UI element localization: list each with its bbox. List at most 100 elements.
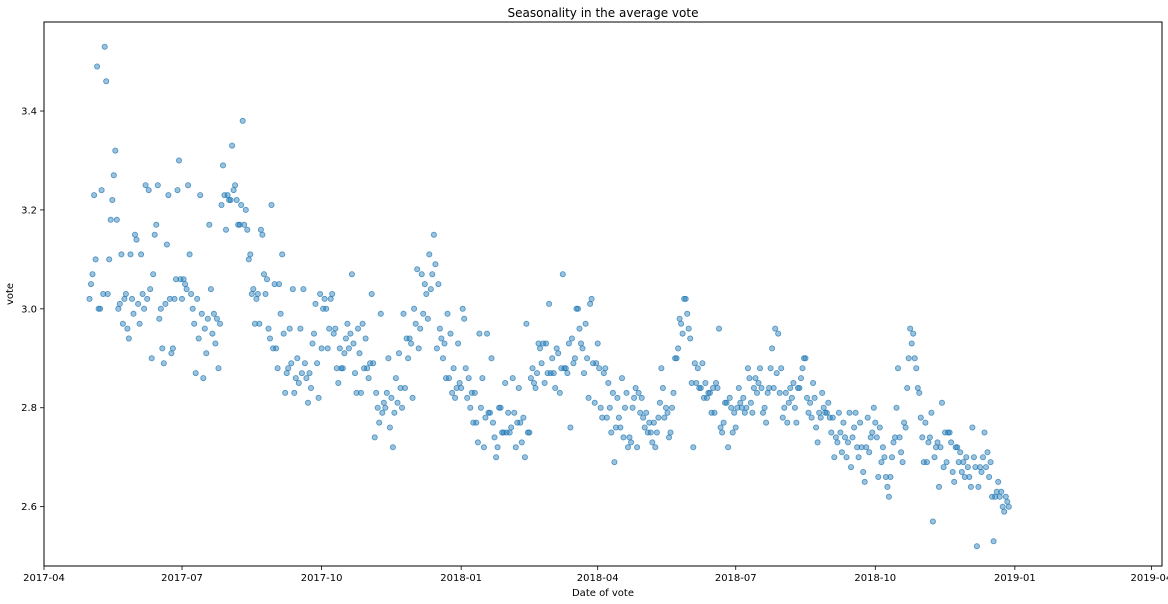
data-point	[118, 251, 125, 258]
data-point	[109, 196, 116, 203]
data-point	[397, 384, 404, 391]
data-point	[518, 439, 525, 446]
data-point	[867, 434, 874, 441]
data-point	[902, 424, 909, 431]
data-point	[964, 464, 971, 471]
data-point	[726, 394, 733, 401]
data-point	[646, 419, 653, 426]
data-point	[644, 429, 651, 436]
data-point	[192, 370, 199, 377]
data-point	[101, 43, 108, 50]
data-point	[392, 375, 399, 382]
data-point	[685, 325, 692, 332]
data-point	[1002, 493, 1009, 500]
data-point	[675, 345, 682, 352]
data-point	[335, 379, 342, 386]
data-point	[754, 389, 761, 396]
data-point	[317, 290, 324, 297]
data-point	[239, 117, 246, 124]
data-point	[345, 345, 352, 352]
data-point	[213, 315, 220, 322]
data-point	[314, 360, 321, 367]
data-point	[444, 310, 451, 317]
data-point	[456, 379, 463, 386]
data-point	[198, 310, 205, 317]
data-point	[389, 444, 396, 451]
data-point	[697, 384, 704, 391]
data-point	[905, 355, 912, 362]
data-point	[913, 365, 920, 372]
data-point	[755, 379, 762, 386]
data-point	[436, 325, 443, 332]
data-point	[310, 330, 317, 337]
data-point	[635, 389, 642, 396]
data-point	[506, 429, 513, 436]
data-point	[131, 231, 138, 238]
data-point	[951, 478, 958, 485]
data-point	[230, 187, 237, 194]
data-point	[329, 290, 336, 297]
data-point	[219, 162, 226, 169]
data-point	[934, 439, 941, 446]
data-point	[236, 221, 243, 228]
data-point	[612, 424, 619, 431]
data-point	[347, 330, 354, 337]
data-point	[315, 394, 322, 401]
data-point	[719, 429, 726, 436]
data-point	[462, 365, 469, 372]
data-point	[579, 345, 586, 352]
data-point	[899, 459, 906, 466]
data-point	[977, 464, 984, 471]
data-point	[426, 251, 433, 258]
data-point	[608, 429, 615, 436]
x-tick-label: 2017-04	[23, 573, 65, 584]
data-point	[298, 370, 305, 377]
data-point	[696, 384, 703, 391]
data-point	[623, 389, 630, 396]
data-point	[571, 355, 578, 362]
data-point	[908, 340, 915, 347]
data-point	[544, 370, 551, 377]
data-point	[652, 444, 659, 451]
data-point	[277, 310, 284, 317]
data-point	[940, 464, 947, 471]
data-point	[188, 290, 195, 297]
data-point	[511, 409, 518, 416]
data-point	[445, 375, 452, 382]
data-point	[377, 310, 384, 317]
data-point	[831, 454, 838, 461]
data-point	[725, 444, 732, 451]
data-point	[854, 444, 861, 451]
y-tick-label: 3.2	[21, 205, 37, 216]
data-point	[300, 286, 307, 293]
data-point	[323, 305, 330, 312]
data-point	[532, 384, 539, 391]
data-point	[224, 192, 231, 199]
data-point	[151, 231, 158, 238]
data-point	[920, 459, 927, 466]
data-point	[92, 256, 99, 263]
data-point	[524, 429, 531, 436]
data-point	[274, 365, 281, 372]
data-point	[115, 305, 122, 312]
data-point	[587, 300, 594, 307]
data-point	[145, 187, 152, 194]
data-point	[978, 468, 985, 475]
chart-title: Seasonality in the average vote	[508, 6, 699, 20]
data-point	[699, 360, 706, 367]
data-point	[250, 286, 257, 293]
data-point	[207, 286, 214, 293]
data-point	[273, 345, 280, 352]
data-point	[371, 434, 378, 441]
data-point	[655, 414, 662, 421]
data-point	[892, 434, 899, 441]
data-point	[121, 295, 128, 302]
data-point	[357, 389, 364, 396]
data-point	[986, 473, 993, 480]
data-point	[526, 429, 533, 436]
data-point	[676, 315, 683, 322]
data-point	[401, 384, 408, 391]
data-point	[476, 330, 483, 337]
data-point	[160, 360, 167, 367]
data-point	[879, 444, 886, 451]
